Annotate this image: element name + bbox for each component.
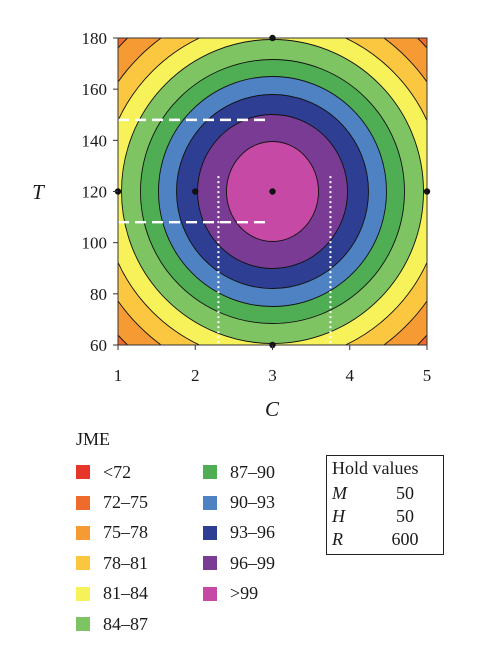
y-tick-label: 180: [82, 29, 108, 48]
legend-item: 75–78: [76, 518, 148, 548]
hold-row-h: H 50: [332, 506, 440, 528]
hold-name: R: [332, 529, 343, 549]
legend-swatch: [76, 617, 90, 632]
legend: JME <72 72–75 75–78 78–81 81–84 84–87 87–90 90…: [74, 429, 324, 644]
hold-name: H: [332, 506, 345, 526]
y-axis-label: T: [32, 180, 45, 204]
hold-values-title: Hold values: [332, 458, 419, 478]
legend-label: 87–90: [230, 461, 275, 482]
design-point: [423, 188, 431, 195]
hold-value: 50: [396, 506, 414, 526]
legend-column-2: 87–90 90–93 93–96 96–99 >99: [203, 457, 275, 609]
legend-swatch: [76, 525, 90, 540]
y-tick-label: 60: [90, 336, 107, 355]
x-tick-label: 2: [191, 366, 200, 385]
legend-label: 78–81: [103, 552, 148, 573]
y-tick-label: 100: [82, 234, 108, 253]
legend-column-1: <72 72–75 75–78 78–81 81–84 84–87: [76, 457, 148, 639]
legend-swatch: [76, 495, 90, 510]
design-point: [269, 188, 276, 195]
x-tick-label: 4: [346, 366, 355, 385]
x-axis-ticks: 1 2 3 4 5: [114, 345, 432, 385]
hold-name: M: [332, 483, 347, 503]
legend-swatch: [76, 465, 90, 480]
legend-item: 72–75: [76, 487, 148, 517]
legend-label: 96–99: [230, 552, 275, 573]
legend-label: 72–75: [103, 492, 148, 513]
contour-plot: 1 2 3 4 5 60 80 100 120 140 160 180 C T: [32, 29, 432, 421]
legend-item: 78–81: [76, 548, 148, 578]
x-tick-label: 5: [423, 366, 432, 385]
legend-item: 93–96: [203, 518, 275, 548]
legend-label: >99: [230, 583, 259, 604]
y-tick-label: 80: [90, 285, 107, 304]
legend-item: <72: [76, 457, 148, 487]
x-tick-label: 3: [268, 366, 277, 385]
legend-swatch: [203, 465, 217, 480]
dashed-guides: [118, 118, 332, 345]
legend-item: 90–93: [203, 487, 275, 517]
hold-value: 600: [391, 529, 419, 549]
legend-label: 93–96: [230, 522, 275, 543]
y-tick-label: 120: [82, 183, 108, 202]
legend-label: 81–84: [103, 583, 148, 604]
legend-swatch: [203, 495, 217, 510]
design-point: [192, 188, 199, 195]
legend-label: 90–93: [230, 492, 275, 513]
legend-item: >99: [203, 579, 275, 609]
hold-values-box: Hold values M 50 H 50 R 600: [326, 455, 444, 555]
legend-item: 96–99: [203, 548, 275, 578]
legend-swatch: [76, 556, 90, 571]
legend-swatch: [76, 586, 90, 601]
legend-item: 84–87: [76, 609, 148, 639]
x-axis-label: C: [265, 397, 280, 421]
hold-row-m: M 50: [332, 483, 440, 505]
legend-item: 87–90: [203, 457, 275, 487]
legend-swatch: [203, 525, 217, 540]
hold-value: 50: [396, 483, 414, 503]
legend-title: JME: [76, 429, 111, 449]
legend-label: <72: [103, 461, 132, 482]
x-tick-label: 1: [114, 366, 123, 385]
hold-row-r: R 600: [332, 529, 440, 551]
y-tick-label: 140: [82, 131, 108, 150]
legend-item: 81–84: [76, 579, 148, 609]
legend-swatch: [203, 586, 217, 601]
legend-label: 84–87: [103, 613, 148, 634]
design-point: [269, 34, 276, 42]
legend-label: 75–78: [103, 522, 148, 543]
legend-swatch: [203, 556, 217, 571]
y-tick-label: 160: [82, 80, 108, 99]
contour-bands: [118, 38, 427, 345]
y-axis-ticks: 60 80 100 120 140 160 180: [82, 29, 118, 355]
